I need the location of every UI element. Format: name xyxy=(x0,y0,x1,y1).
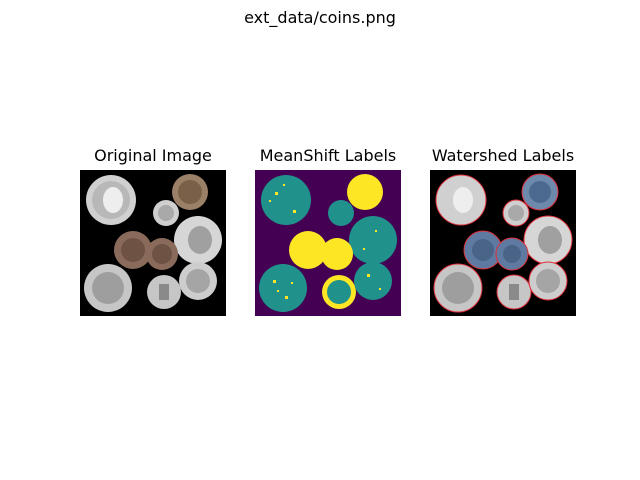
meanshift-labels-plot xyxy=(255,170,401,316)
watershed-labels-panel xyxy=(430,170,576,316)
watershed-labels-plot xyxy=(430,170,576,316)
figure-suptitle: ext_data/coins.png xyxy=(244,8,396,27)
meanshift-labels-title: MeanShift Labels xyxy=(259,146,397,165)
watershed-labels-title: Watershed Labels xyxy=(431,146,575,165)
original-image-plot xyxy=(80,170,226,316)
original-image-panel xyxy=(80,170,226,316)
meanshift-labels-panel xyxy=(255,170,401,316)
original-image-title: Original Image xyxy=(94,146,212,165)
